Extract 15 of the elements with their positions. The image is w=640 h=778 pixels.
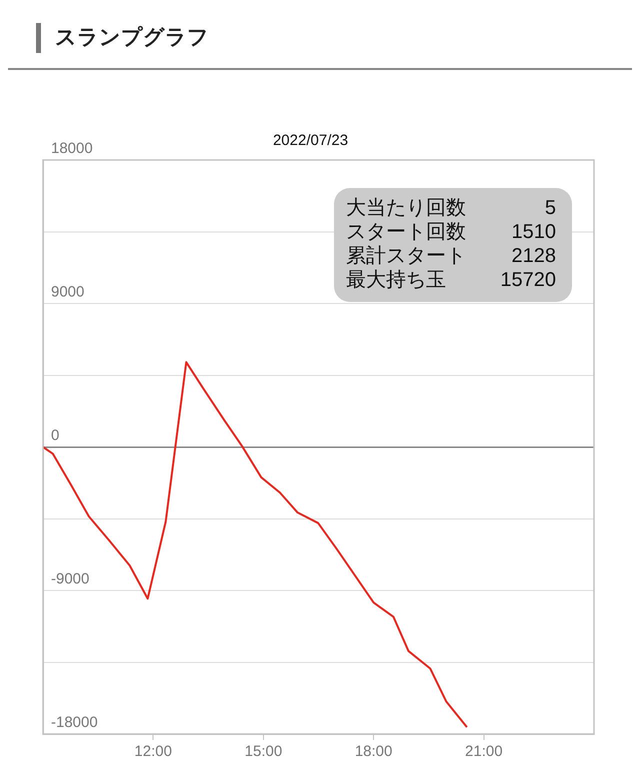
chart-subtitle: 2022/07/23 — [272, 132, 348, 150]
y-tick-label: -18000 — [51, 714, 98, 732]
x-tick-label: 12:00 — [134, 743, 172, 760]
x-tick-label: 21:00 — [465, 743, 503, 760]
y-tick-label: 0 — [51, 427, 60, 444]
y-tick-label: -9000 — [51, 570, 90, 588]
text: 最大持ち玉 15720 — [346, 269, 556, 291]
x-tick-label: 15:00 — [244, 743, 282, 760]
chart-title: スランプグラフ — [36, 23, 209, 53]
text: 累計スタート 2128 — [346, 245, 556, 267]
y-tick-label: 9000 — [51, 284, 84, 301]
x-tick-label: 18:00 — [354, 743, 392, 760]
text: 大当たり回数 5 — [346, 197, 556, 219]
text: スタート回数 1510 — [346, 221, 556, 243]
y-tick-label: 18000 — [51, 140, 93, 158]
